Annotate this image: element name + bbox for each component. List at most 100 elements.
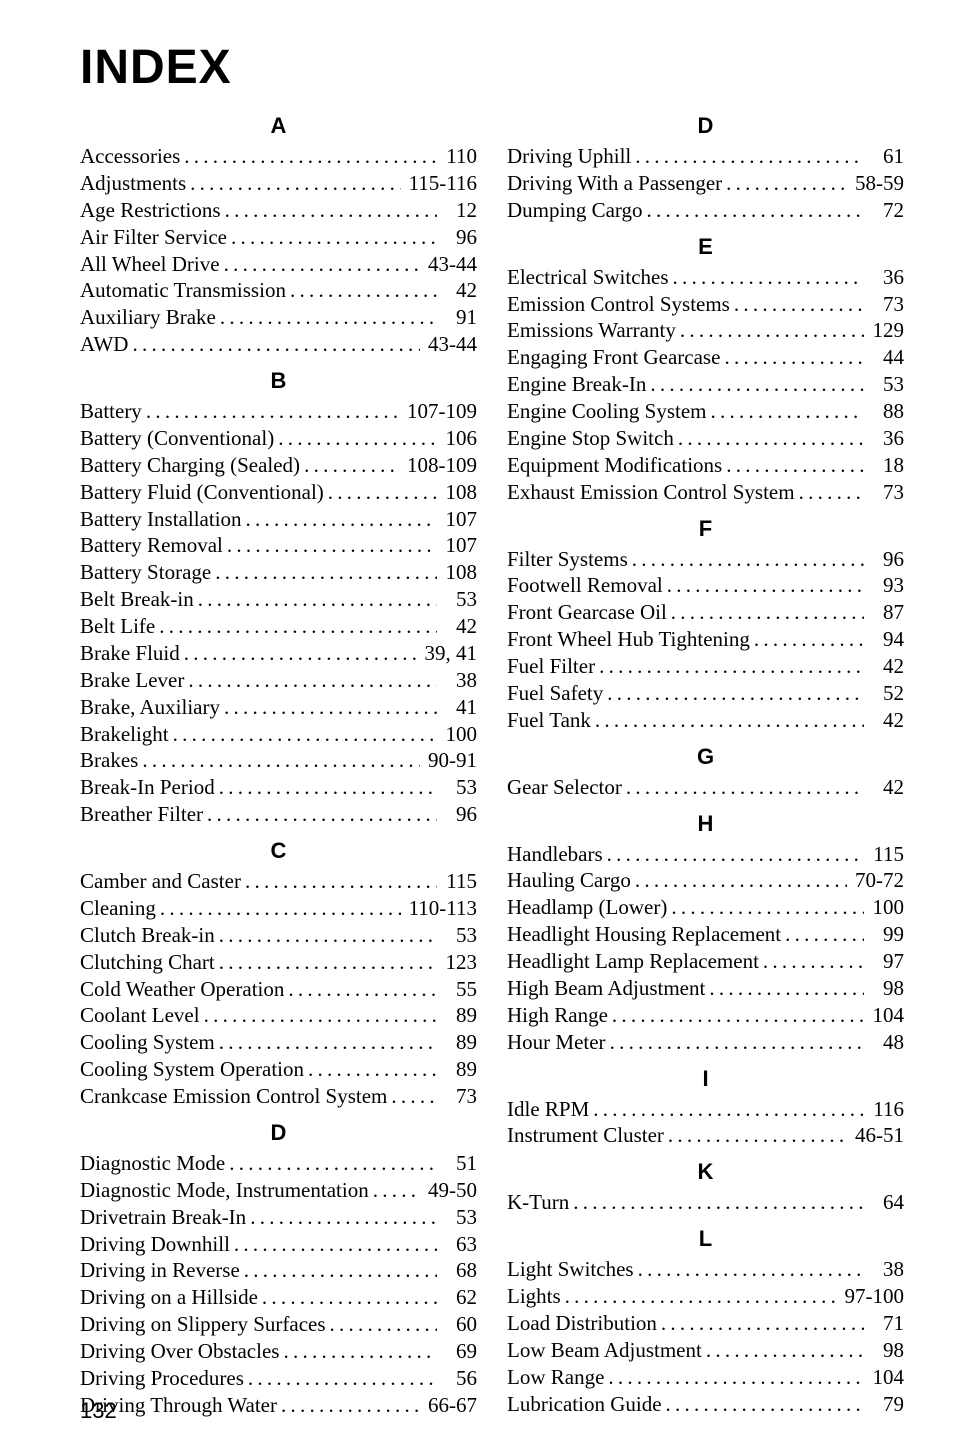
- index-entry: AWD43-44: [80, 331, 477, 358]
- entry-label: Diagnostic Mode: [80, 1150, 225, 1177]
- index-entry: Driving Downhill63: [80, 1231, 477, 1258]
- index-entry: Engine Stop Switch36: [507, 425, 904, 452]
- leader-dots: [607, 841, 864, 868]
- entry-page: 70-72: [851, 867, 904, 894]
- entry-label: Engaging Front Gearcase: [507, 344, 720, 371]
- index-entry: Drivetrain Break-In53: [80, 1204, 477, 1231]
- entry-page: 89: [441, 1002, 477, 1029]
- entry-page: 58-59: [851, 170, 904, 197]
- entry-page: 38: [441, 667, 477, 694]
- index-entry: Fuel Filter42: [507, 653, 904, 680]
- section-head: D: [80, 1120, 477, 1146]
- entry-page: 108: [441, 479, 477, 506]
- index-entry: Diagnostic Mode51: [80, 1150, 477, 1177]
- entry-page: 107: [441, 532, 477, 559]
- entry-page: 53: [441, 774, 477, 801]
- entry-label: Battery Charging (Sealed): [80, 452, 300, 479]
- leader-dots: [632, 546, 864, 573]
- left-column: AAccessories110Adjustments115-116Age Res…: [80, 103, 477, 1419]
- entry-label: Fuel Tank: [507, 707, 591, 734]
- entry-page: 99: [868, 921, 904, 948]
- entry-label: Cleaning: [80, 895, 156, 922]
- leader-dots: [229, 1150, 437, 1177]
- entry-label: Battery Fluid (Conventional): [80, 479, 324, 506]
- leader-dots: [308, 1056, 437, 1083]
- leader-dots: [219, 1029, 437, 1056]
- leader-dots: [647, 197, 864, 224]
- entry-page: 43-44: [424, 331, 477, 358]
- index-entry: Brake Fluid39, 41: [80, 640, 477, 667]
- entry-label: K-Turn: [507, 1189, 569, 1216]
- index-entry: Load Distribution71: [507, 1310, 904, 1337]
- entry-label: Adjustments: [80, 170, 186, 197]
- index-entry: Cooling System89: [80, 1029, 477, 1056]
- entry-label: Brake, Auxiliary: [80, 694, 220, 721]
- entry-label: Battery (Conventional): [80, 425, 274, 452]
- entry-label: Front Gearcase Oil: [507, 599, 667, 626]
- index-entry: Clutch Break-in 53: [80, 922, 477, 949]
- entry-page: 107-109: [403, 398, 477, 425]
- entry-page: 53: [441, 1204, 477, 1231]
- entry-label: Brakes: [80, 747, 138, 774]
- entry-page: 107: [441, 506, 477, 533]
- entry-page: 12: [441, 197, 477, 224]
- entry-page: 41: [441, 694, 477, 721]
- entry-page: 42: [868, 707, 904, 734]
- entry-label: Emission Control Systems: [507, 291, 730, 318]
- entry-page: 93: [868, 572, 904, 599]
- entry-label: Driving Downhill: [80, 1231, 230, 1258]
- index-entry: High Beam Adjustment98: [507, 975, 904, 1002]
- leader-dots: [204, 1002, 437, 1029]
- leader-dots: [726, 170, 847, 197]
- entry-page: 62: [441, 1284, 477, 1311]
- leader-dots: [159, 613, 437, 640]
- index-entry: All Wheel Drive43-44: [80, 251, 477, 278]
- leader-dots: [281, 1392, 420, 1419]
- index-entry: Driving Through Water66-67: [80, 1392, 477, 1419]
- leader-dots: [219, 949, 437, 976]
- leader-dots: [799, 479, 864, 506]
- leader-dots: [215, 559, 437, 586]
- index-entry: Headlight Lamp Replacement97: [507, 948, 904, 975]
- index-entry: Lubrication Guide79: [507, 1391, 904, 1418]
- entry-page: 43-44: [424, 251, 477, 278]
- entry-page: 97: [868, 948, 904, 975]
- entry-label: Lubrication Guide: [507, 1391, 662, 1418]
- index-entry: Fuel Safety52: [507, 680, 904, 707]
- entry-page: 115: [441, 868, 477, 895]
- leader-dots: [666, 1391, 864, 1418]
- index-entry: Belt Life42: [80, 613, 477, 640]
- entry-page: 72: [868, 197, 904, 224]
- index-entry: Driving Procedures56: [80, 1365, 477, 1392]
- entry-label: Driving With a Passenger: [507, 170, 722, 197]
- entry-page: 18: [868, 452, 904, 479]
- entry-page: 44: [868, 344, 904, 371]
- entry-page: 89: [441, 1056, 477, 1083]
- entry-page: 87: [868, 599, 904, 626]
- leader-dots: [607, 680, 864, 707]
- leader-dots: [220, 304, 437, 331]
- entry-label: Air Filter Service: [80, 224, 227, 251]
- entry-page: 60: [441, 1311, 477, 1338]
- entry-label: Engine Break-In: [507, 371, 646, 398]
- entry-label: Auxiliary Brake: [80, 304, 216, 331]
- entry-page: 36: [868, 425, 904, 452]
- entry-label: Break-In Period: [80, 774, 215, 801]
- entry-label: Battery Removal: [80, 532, 223, 559]
- index-entry: Battery107-109: [80, 398, 477, 425]
- index-entry: Breather Filter96: [80, 801, 477, 828]
- leader-dots: [612, 1002, 864, 1029]
- entry-label: Dumping Cargo: [507, 197, 643, 224]
- entry-page: 53: [441, 922, 477, 949]
- entry-label: Load Distribution: [507, 1310, 657, 1337]
- entry-label: Clutch Break-in: [80, 922, 215, 949]
- leader-dots: [726, 452, 864, 479]
- leader-dots: [330, 1311, 437, 1338]
- leader-dots: [304, 452, 399, 479]
- entry-page: 98: [868, 1337, 904, 1364]
- leader-dots: [635, 867, 847, 894]
- index-entry: Instrument Cluster46-51: [507, 1122, 904, 1149]
- index-entry: Brakes90-91: [80, 747, 477, 774]
- index-entry: Handlebars115: [507, 841, 904, 868]
- entry-page: 104: [868, 1002, 904, 1029]
